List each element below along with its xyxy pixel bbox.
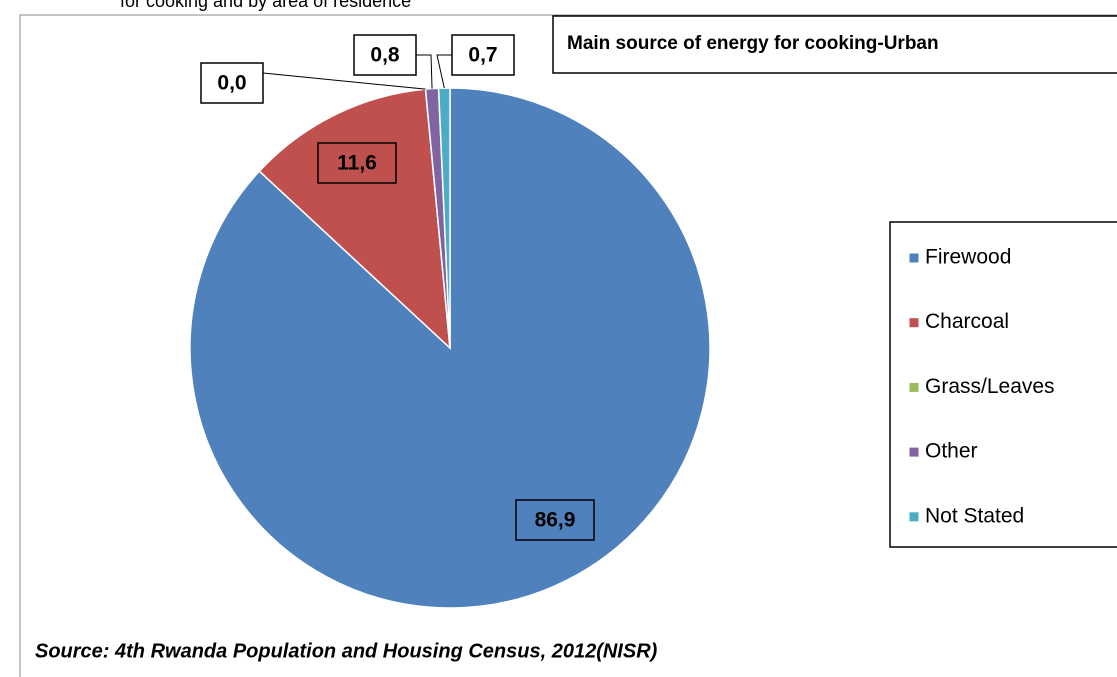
legend-swatch [908, 252, 920, 264]
leader-line [416, 54, 433, 89]
legend-label: Firewood [925, 246, 1011, 269]
data-label: 86,9 [535, 509, 576, 532]
data-label: 0,0 [217, 72, 246, 95]
leader-line [436, 54, 452, 89]
caption: for cooking and by area of residence [120, 0, 411, 11]
legend-swatch [908, 511, 920, 523]
data-label: 0,8 [370, 44, 400, 67]
legend-swatch [908, 446, 920, 458]
title-box [552, 15, 1117, 74]
legend-swatch [908, 381, 920, 393]
legend-label: Charcoal [925, 310, 1009, 333]
data-label-box [451, 34, 515, 76]
source: Source: 4th Rwanda Population and Housin… [35, 640, 658, 662]
data-label: 11,6 [337, 152, 377, 175]
legend-label: Not Stated [925, 504, 1024, 527]
chart-title: Main source of energy for cooking-Urban [567, 33, 939, 54]
pie-slice [258, 88, 451, 350]
legend-label: Grass/Leaves [925, 375, 1055, 398]
data-label-box [353, 34, 417, 76]
data-label-box [515, 499, 595, 541]
leader-line [262, 72, 426, 90]
data-label-box [317, 142, 397, 184]
legend-swatch [908, 317, 920, 329]
data-label: 0,7 [468, 44, 497, 67]
legend-box [889, 221, 1117, 548]
data-label-box [200, 62, 264, 104]
legend-label: Other [925, 440, 978, 463]
chart-border [19, 14, 1117, 677]
